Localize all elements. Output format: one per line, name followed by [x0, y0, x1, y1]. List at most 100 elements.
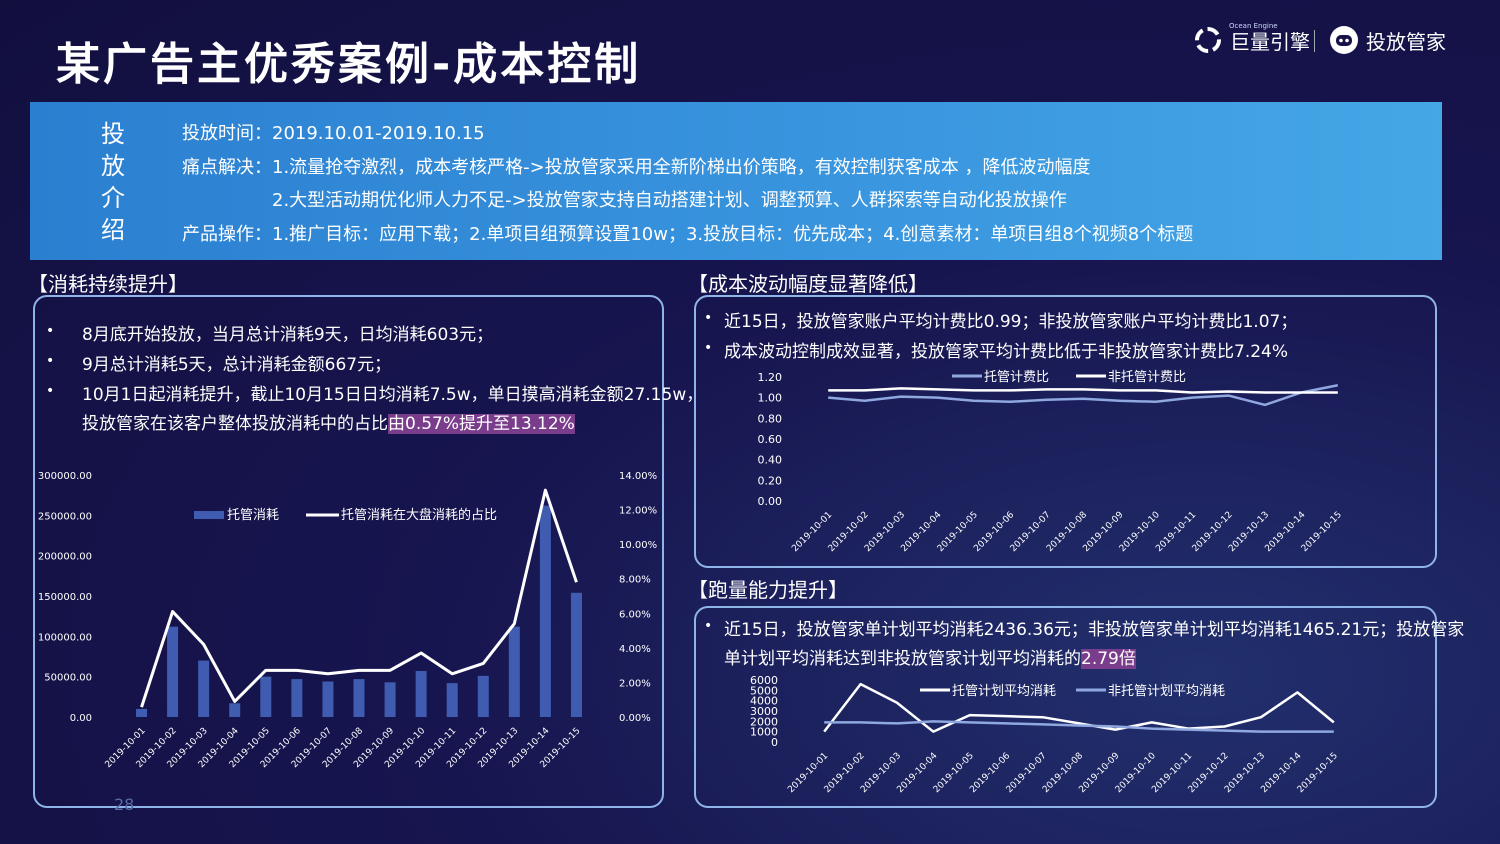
right-top-section-title: 【成本波动幅度显著降低】: [688, 272, 928, 296]
y-tick-label: 300000.00: [38, 471, 92, 482]
intro-pain-2: 2.大型活动期优化师人力不足->投放管家支持自动搭建计划、调整预算、人群探索等自…: [272, 190, 1067, 211]
right-bottom-bullet-1: 近15日，投放管家单计划平均消耗2436.36元；非投放管家单计划平均消耗146…: [724, 620, 1465, 640]
logo-separator: [1314, 30, 1315, 52]
right-bottom-bullet-1-cont-text: 单计划平均消耗达到非投放管家计划平均消耗的: [724, 649, 1081, 669]
y2-tick-label: 10.00%: [619, 540, 657, 551]
bullet-dot: •: [46, 353, 55, 369]
consumption-chart: 0.00 50000.00 100000.00 150000.00 200000.00 2…: [38, 471, 657, 770]
y-tick-label: 0.20: [758, 474, 783, 487]
bar: [384, 682, 396, 717]
y2-tick-label: 8.00%: [619, 575, 651, 586]
y2-tick-label: 0.00%: [619, 713, 651, 724]
tool-logo: 投放管家: [1328, 24, 1446, 56]
y-tick-label: 0.00: [70, 713, 92, 724]
ocean-engine-icon: [1195, 27, 1221, 53]
legend-label: 托管消耗在大盘消耗的占比: [341, 507, 497, 523]
bar: [508, 626, 520, 717]
intro-tag-char: 投: [101, 120, 125, 148]
bar: [167, 626, 179, 717]
page-title: 某广告主优秀案例-成本控制: [56, 39, 642, 90]
intro-op-label: 产品操作：: [182, 224, 272, 245]
bar: [260, 676, 272, 717]
series-line: [824, 720, 1334, 733]
y-tick-label: 0.40: [758, 454, 783, 467]
bullet-dot: •: [46, 383, 55, 399]
left-bullet-3-cont-text: 投放管家在该客户整体投放消耗中的占比: [82, 414, 388, 434]
intro-time: 投放时间：2019.10.01-2019.10.15: [182, 119, 485, 145]
page-number: 28: [114, 795, 135, 814]
bar: [198, 660, 210, 717]
y-tick-label: 1.00: [758, 392, 783, 405]
bar: [539, 505, 551, 717]
bullet-dot: •: [46, 323, 55, 339]
intro-pain-1: 痛点解决：1.流量抢夺激烈，成本考核严格->投放管家采用全新阶梯出价策略，有效控…: [182, 153, 1090, 179]
right-bottom-bullet-1-cont: 单计划平均消耗达到非投放管家计划平均消耗的2.79倍: [724, 644, 1136, 669]
left-section-title: 【消耗持续提升】: [28, 272, 188, 296]
y-tick-label: 5000: [750, 684, 778, 697]
bullet-dot: •: [704, 618, 713, 634]
y-tick-label: 2000: [750, 715, 778, 728]
intro-pain-label: 痛点解决：: [182, 157, 272, 178]
bar: [322, 681, 334, 717]
right-top-panel: [694, 295, 1437, 568]
legend-label: 非托管计费比: [1108, 370, 1186, 385]
legend-label: 非托管计划平均消耗: [1108, 684, 1225, 699]
robot-icon: [1330, 26, 1358, 54]
intro-pain-1-text: 1.流量抢夺激烈，成本考核严格->投放管家采用全新阶梯出价策略，有效控制获客成本…: [272, 157, 1091, 178]
intro-tag-char: 放: [101, 152, 125, 180]
left-bullet-1: 8月底开始投放，当月总计消耗9天，日均消耗603元；: [82, 325, 494, 345]
left-panel: [33, 295, 664, 808]
y-tick-label: 0.80: [758, 412, 783, 425]
right-bottom-section-title: 【跑量能力提升】: [688, 578, 848, 602]
y-tick-label: 100000.00: [38, 632, 92, 643]
bar: [136, 708, 148, 717]
y2-tick-label: 12.00%: [619, 506, 657, 517]
y-tick-label: 0.60: [758, 433, 783, 446]
bar: [415, 671, 427, 717]
y-tick-label: 0.00: [758, 495, 783, 508]
ratio-line: [140, 488, 578, 708]
left-bullet-3-highlight: 由0.57%提升至13.12%: [388, 414, 575, 434]
left-bullet-3-cont: 投放管家在该客户整体投放消耗中的占比由0.57%提升至13.12%: [82, 409, 575, 434]
intro-tag: 投 放 介 绍: [98, 118, 128, 246]
bar: [477, 675, 489, 717]
y-tick-label: 1.20: [758, 371, 783, 384]
left-bullet-2: 9月总计消耗5天，总计消耗金额667元；: [82, 355, 392, 375]
legend-label: 托管计费比: [984, 370, 1049, 385]
y-tick-label: 200000.00: [38, 552, 92, 563]
y-tick-label: 250000.00: [38, 511, 92, 522]
y-tick-label: 50000.00: [44, 673, 92, 684]
y-tick-label: 6000: [750, 674, 778, 687]
right-top-bullet-1: 近15日，投放管家账户平均计费比0.99；非投放管家账户平均计费比1.07；: [724, 312, 1298, 332]
intro-op-value: 1.推广目标：应用下载；2.单项目组预算设置10w；3.投放目标：优先成本；4.…: [272, 224, 1194, 245]
plan-avg-chart: 01000200030004000500060002019-10-012019-…: [750, 674, 1340, 795]
ocean-engine-name: 巨量引擎: [1230, 29, 1310, 54]
y-tick-label: 0: [771, 736, 778, 749]
series-line: [823, 682, 1335, 733]
cost-ratio-chart: 0.000.200.400.600.801.001.202019-10-0120…: [758, 370, 1344, 554]
y2-tick-label: 14.00%: [619, 471, 657, 482]
y2-tick-label: 4.00%: [619, 644, 651, 655]
y2-tick-label: 2.00%: [619, 678, 651, 689]
y-tick-label: 1000: [750, 726, 778, 739]
bar: [570, 592, 582, 717]
right-bottom-highlight: 2.79倍: [1081, 649, 1136, 669]
legend-label: 托管消耗: [227, 508, 279, 523]
left-bullet-3: 10月1日起消耗提升，截止10月15日日均消耗7.5w，单日摸高消耗金额27.1…: [82, 385, 704, 405]
bar: [291, 679, 303, 717]
legend-label: 托管计划平均消耗: [952, 684, 1056, 699]
y-tick-label: 4000: [750, 695, 778, 708]
intro-operation: 产品操作：1.推广目标：应用下载；2.单项目组预算设置10w；3.投放目标：优先…: [182, 220, 1193, 246]
bar: [229, 703, 241, 717]
bar: [446, 683, 458, 717]
series-line: [828, 384, 1339, 407]
series-line: [828, 387, 1338, 394]
bullet-dot: •: [704, 340, 713, 356]
legend-swatch: [194, 511, 224, 519]
y2-tick-label: 6.00%: [619, 609, 651, 620]
ocean-engine-subtitle: Ocean Engine: [1229, 22, 1278, 30]
right-bottom-panel: [694, 606, 1437, 808]
y-tick-label: 150000.00: [38, 592, 92, 603]
right-top-bullet-2: 成本波动控制成效显著，投放管家平均计费比低于非投放管家计费比7.24%: [724, 342, 1289, 362]
intro-time-value: 2019.10.01-2019.10.15: [272, 123, 485, 144]
